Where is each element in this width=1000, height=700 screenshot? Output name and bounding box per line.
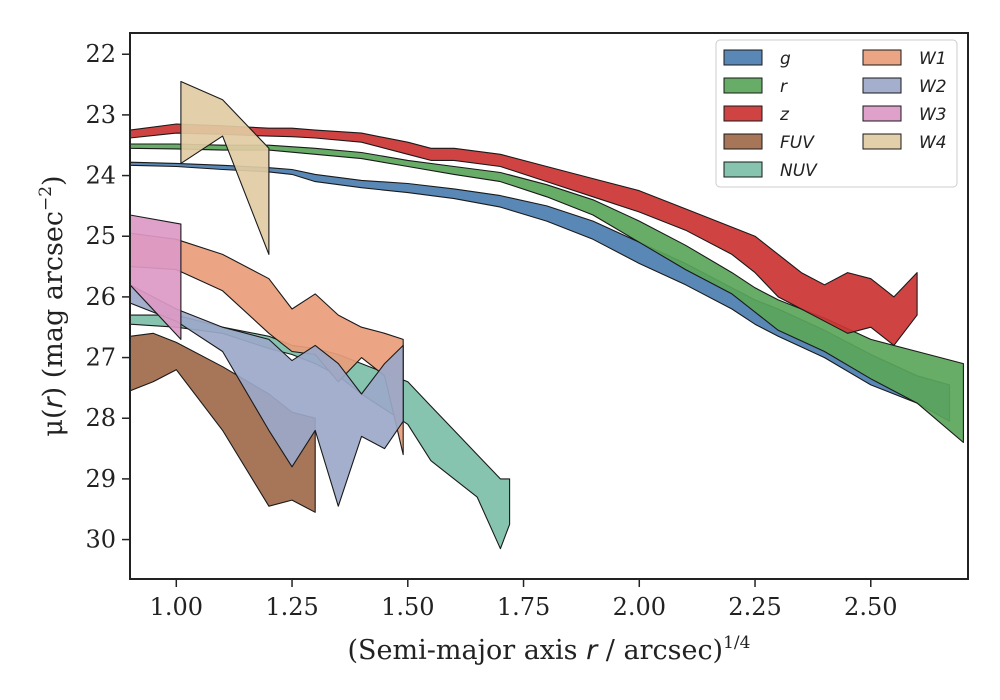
legend-swatch-w4 [862, 133, 902, 150]
legend-box [715, 39, 958, 188]
data-bands [130, 80, 964, 550]
legend-swatch-r [723, 77, 763, 94]
y-tick-label: 30 [85, 526, 116, 554]
x-tick-label: 2.00 [613, 593, 666, 621]
y-tick-label: 22 [85, 40, 116, 68]
legend-swatch-z [723, 105, 763, 122]
y-tick-label: 29 [85, 465, 116, 493]
legend-label-fuv: FUV [780, 133, 815, 153]
y-tick-label: 28 [85, 404, 116, 432]
y-tick-label: 25 [85, 222, 116, 250]
band-w2 [130, 284, 404, 507]
y-tick-label: 24 [85, 162, 116, 190]
x-tick-label: 1.25 [265, 593, 318, 621]
x-tick-label: 2.25 [728, 593, 781, 621]
legend-label-r: r [780, 77, 788, 97]
legend-label-g: g [780, 49, 791, 69]
legend-label-w1: W1 [919, 49, 947, 69]
x-tick-label: 1.00 [150, 593, 203, 621]
x-axis: 1.00 1.25 1.50 1.75 2.00 2.25 2.50 [150, 579, 897, 621]
y-axis: 22 23 24 25 26 27 28 29 30 [85, 40, 130, 554]
legend-swatch-fuv [723, 133, 763, 150]
legend-label-w4: W4 [919, 133, 947, 153]
legend-swatch-nuv [723, 161, 763, 178]
legend-swatch-w1 [862, 49, 902, 66]
legend-swatch-g [723, 49, 763, 66]
y-tick-label: 23 [85, 101, 116, 129]
legend: grz FUV NUV W1 W2 W3 W4 [715, 39, 958, 188]
y-axis-title: μ(r) (mag arcsec−2) [36, 175, 69, 436]
band-w4 [180, 80, 270, 255]
x-tick-label: 2.50 [844, 593, 897, 621]
band-z [130, 123, 918, 346]
plot-frame [129, 32, 969, 580]
y-tick-label: 26 [85, 283, 116, 311]
y-tick-label: 27 [85, 344, 116, 372]
x-axis-title: (Semi-major axis r / arcsec)1/4 [348, 633, 751, 666]
legend-swatch-w2 [862, 77, 902, 94]
legend-label-nuv: NUV [780, 161, 818, 181]
band-r [130, 143, 964, 444]
band-fuv [130, 332, 316, 513]
y-axis-title-group: μ(r) (mag arcsec−2) [36, 175, 69, 436]
x-tick-label: 1.50 [381, 593, 434, 621]
legend-label-w3: W3 [919, 105, 947, 125]
legend-label-w2: W2 [919, 77, 947, 97]
band-w3 [130, 214, 182, 340]
x-tick-label: 1.75 [497, 593, 550, 621]
legend-label-z: z [779, 105, 790, 125]
legend-swatch-w3 [862, 105, 902, 122]
